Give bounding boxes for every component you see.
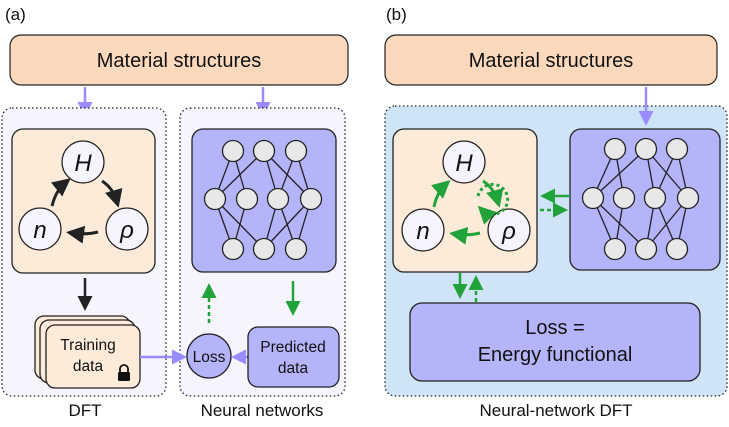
dft-cycle-b: H n ρ	[401, 140, 531, 252]
nn-edge	[214, 198, 265, 250]
nn-node	[284, 237, 308, 261]
caption-dft: DFT	[68, 401, 101, 420]
material-structures-label-b: Material structures	[469, 50, 634, 72]
nn-edge	[592, 148, 647, 199]
lock-icon	[118, 364, 130, 381]
neural-network-icon-b	[581, 137, 700, 261]
nn-node	[612, 186, 636, 210]
n-node-b	[401, 208, 445, 252]
cycle-arrow-rho-n	[66, 225, 99, 244]
neural-network-icon-a	[203, 139, 323, 261]
loss-line1: Loss =	[525, 317, 584, 339]
nn-node	[284, 139, 308, 163]
predicted-data-line1: Predicted	[260, 339, 325, 356]
material-structures-box-a	[9, 34, 349, 86]
nn-node	[252, 237, 276, 261]
cycle-arrow-h-rho	[101, 179, 123, 208]
nn-node	[221, 237, 245, 261]
n-node	[18, 207, 62, 251]
predicted-data-line2: data	[278, 360, 309, 377]
h-node	[61, 140, 105, 184]
rho-label: ρ	[119, 217, 134, 244]
predicted-data-box	[247, 326, 340, 388]
green-arrow-rho-n	[449, 226, 481, 245]
green-arrow-n-h	[431, 180, 451, 208]
nn-node	[221, 139, 245, 163]
nn-node	[634, 237, 658, 261]
training-data-line2: data	[73, 358, 104, 375]
rho-node	[105, 207, 149, 251]
nn-node	[603, 137, 627, 161]
dft-cycle-a: H n ρ	[18, 140, 149, 251]
nn-node	[676, 186, 700, 210]
h-label: H	[74, 150, 92, 177]
training-data-line1: Training	[60, 337, 115, 354]
green-dotted-inner-cycle	[476, 182, 510, 225]
green-arrow-h-rho	[482, 179, 504, 208]
cycle-arrow-n-h	[50, 178, 71, 207]
panel-a-label: (a)	[5, 5, 26, 24]
nn-node	[643, 186, 667, 210]
n-label: n	[33, 217, 46, 244]
nn-node	[266, 187, 290, 211]
panel-b-label: (b)	[386, 5, 407, 24]
loss-line2: Energy functional	[478, 344, 633, 366]
rho-node-b	[487, 208, 531, 252]
nn-node	[252, 139, 276, 163]
caption-neural-networks: Neural networks	[201, 401, 324, 420]
nn-node	[603, 237, 627, 261]
caption-neural-network-dft: Neural-network DFT	[479, 401, 632, 420]
nn-node	[235, 187, 259, 211]
nn-node	[665, 237, 689, 261]
nn-node	[634, 137, 658, 161]
training-data-stack: Training data	[34, 315, 141, 389]
n-label-b: n	[416, 218, 429, 245]
nn-edge	[592, 197, 647, 250]
loss-energy-functional-box	[409, 302, 701, 382]
h-label-b: H	[455, 150, 473, 177]
nn-node	[581, 186, 605, 210]
h-node-b	[442, 140, 486, 184]
nn-node	[299, 187, 323, 211]
loss-label: Loss	[193, 349, 226, 366]
material-structures-box-b	[384, 34, 718, 86]
nn-edge	[214, 150, 265, 200]
nn-node	[665, 137, 689, 161]
nn-node	[203, 187, 227, 211]
material-structures-label-a: Material structures	[97, 50, 262, 72]
rho-label-b: ρ	[501, 218, 516, 245]
